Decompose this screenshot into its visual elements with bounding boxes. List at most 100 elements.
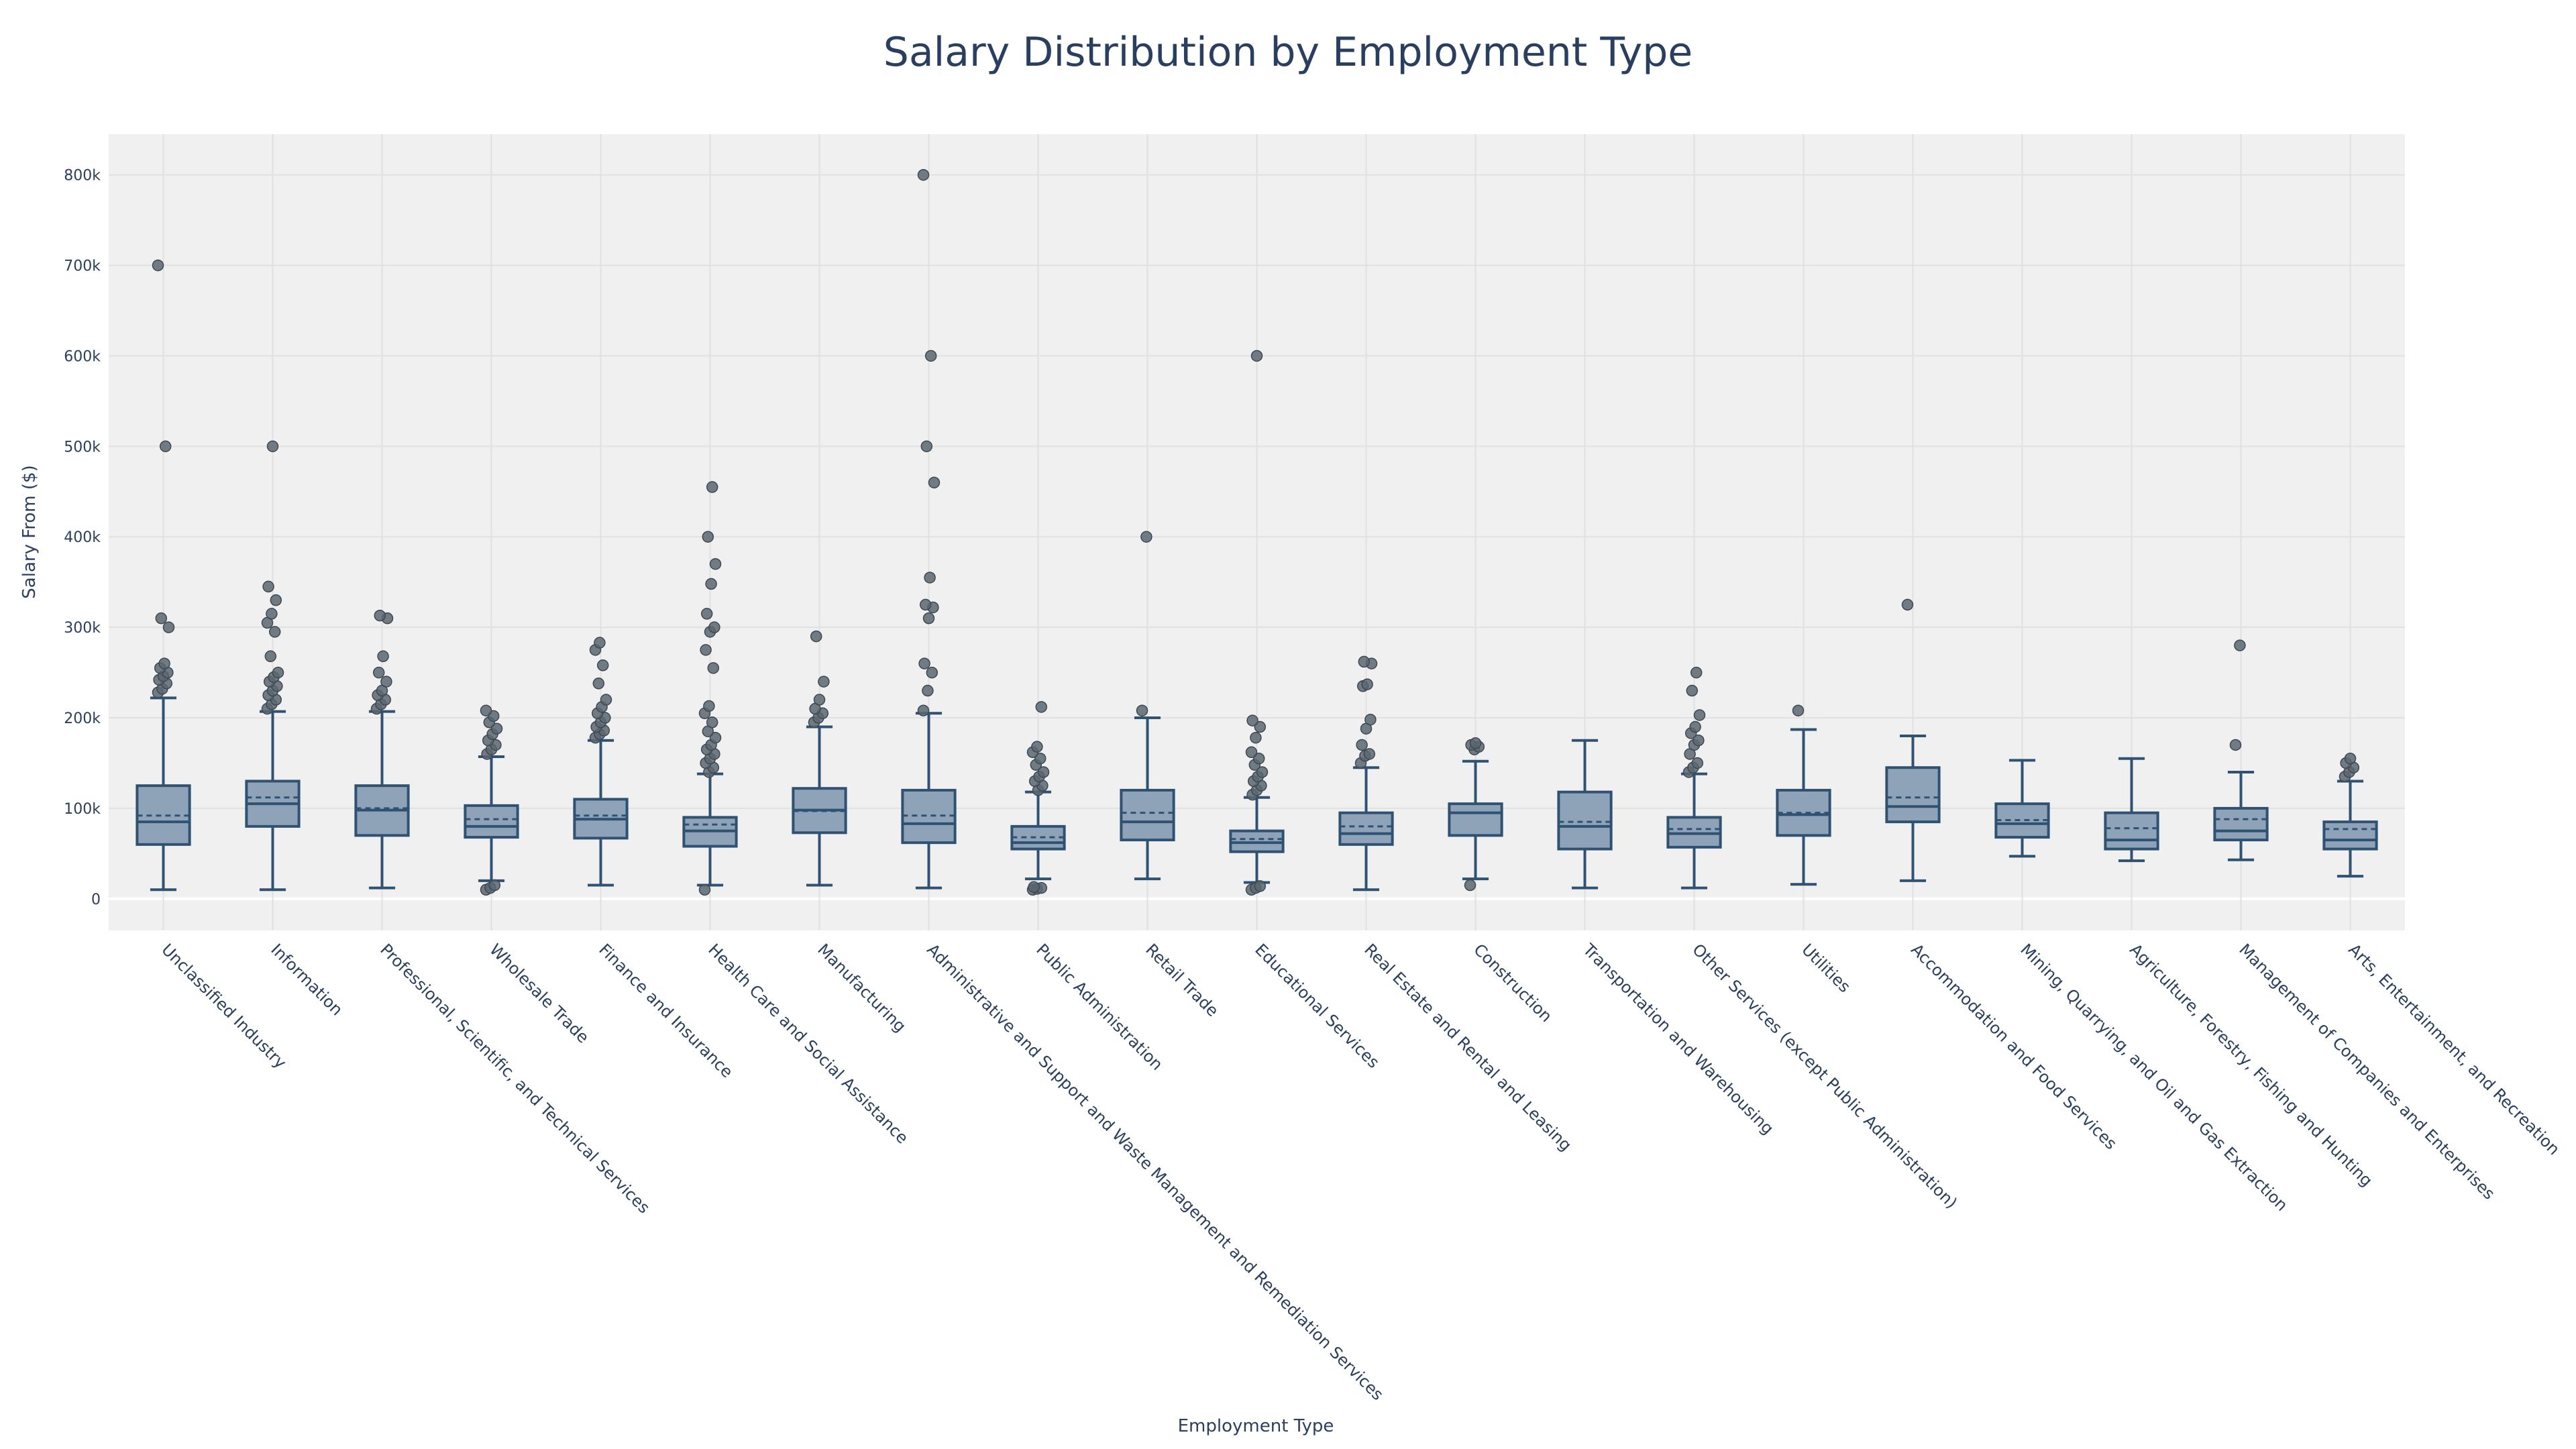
box-11 [1229,350,1285,896]
outlier-point [1254,880,1267,892]
outlier-point [480,704,492,716]
outlier-point [926,666,938,679]
iqr-box [1338,811,1394,846]
outlier-point [706,481,718,493]
box-series [136,168,2378,896]
box-6 [682,481,738,896]
iqr-box [1010,824,1066,851]
outlier-point [1364,713,1377,726]
outlier-point [810,630,822,643]
y-axis-ticks: 0 100k 200k 300k 400k 500k 600k 700k 800k [64,168,101,908]
x-category-label: Manufacturing [814,940,910,1036]
outlier-point [1246,714,1258,727]
outlier-point [158,657,170,669]
box-1 [136,259,191,892]
iqr-box [1994,802,2050,839]
outlier-point [706,716,718,729]
outlier-point [700,644,712,656]
outlier-point [1256,766,1269,778]
iqr-box [2322,820,2378,851]
outlier-point [922,612,935,625]
y-tick-label: 300k [64,620,101,637]
box-21 [2322,752,2378,878]
iqr-box [901,788,957,845]
box-19 [2104,757,2159,863]
outlier-point [1358,655,1371,668]
box-17 [1885,598,1941,882]
box-15 [1666,666,1722,890]
outlier-point [920,440,933,453]
outlier-point [1363,748,1376,760]
outlier-point [924,572,936,584]
y-tick-label: 700k [64,258,101,275]
outlier-point [1361,678,1373,690]
box-10 [1120,531,1175,881]
outlier-point [1901,598,1914,611]
x-category-label: Unclassified Industry [158,940,290,1072]
outlier-point [917,168,930,181]
y-tick-label: 400k [64,529,101,546]
outlier-point [709,557,722,570]
outlier-point [1356,739,1368,751]
x-category-label: Public Administration [1032,940,1167,1074]
x-category-label: Utilities [1798,940,1854,996]
outlier-point [1689,720,1701,733]
outlier-point [705,578,717,590]
outlier-point [700,608,713,620]
iqr-box [2213,806,2269,842]
outlier-point [268,626,281,638]
y-tick-label: 200k [64,710,101,727]
x-category-label: Educational Services [1251,940,1383,1071]
outlier-point [709,731,722,744]
outlier-point [1693,734,1705,747]
box-12 [1338,655,1394,892]
outlier-point [917,704,930,716]
outlier-point [592,678,605,690]
box-20 [2213,639,2269,861]
iqr-box [1120,788,1175,842]
outlier-point [266,608,278,620]
outlier-point [1028,881,1040,894]
y-axis-title: Salary From ($) [19,465,40,598]
outlier-point [372,666,385,679]
outlier-point [1031,741,1043,753]
outlier-point [1792,704,1805,716]
outlier-point [266,440,279,453]
outlier-point [1035,701,1048,713]
x-category-label: Real Estate and Rental and Leasing [1360,940,1575,1155]
outlier-point [818,676,830,688]
outlier-point [1250,350,1263,362]
outlier-point [162,621,175,633]
outlier-point [270,594,282,606]
y-tick-label: 800k [64,168,101,184]
outlier-point [1037,766,1050,778]
x-category-label: Information [267,940,346,1019]
x-category-label: Accommodation and Food Services [1907,940,2121,1153]
box-13 [1448,737,1503,892]
y-tick-label: 500k [64,439,101,455]
box-16 [1776,704,1831,886]
outlier-point [1690,666,1703,679]
x-category-label: Agriculture, Forestry, Fishing and Hunti… [2126,940,2376,1190]
box-9 [1010,701,1066,896]
outlier-point [813,694,826,706]
outlier-point [918,657,930,669]
outlier-point [702,531,714,543]
outlier-point [1136,704,1148,716]
outlier-point [488,879,501,892]
iqr-box [1666,816,1722,849]
outlier-point [1252,752,1265,765]
chart-title: Salary Distribution by Employment Type [883,29,1693,76]
outlier-point [1140,531,1152,543]
y-tick-label: 100k [64,801,101,818]
outlier-point [924,350,937,362]
outlier-point [928,476,941,489]
outlier-point [594,637,606,649]
x-category-label: Construction [1470,940,1556,1026]
iqr-box [1885,766,1941,824]
outlier-point [1686,684,1699,697]
outlier-point [272,666,284,679]
x-category-label: Retail Trade [1142,940,1222,1020]
outlier-point [374,609,386,622]
